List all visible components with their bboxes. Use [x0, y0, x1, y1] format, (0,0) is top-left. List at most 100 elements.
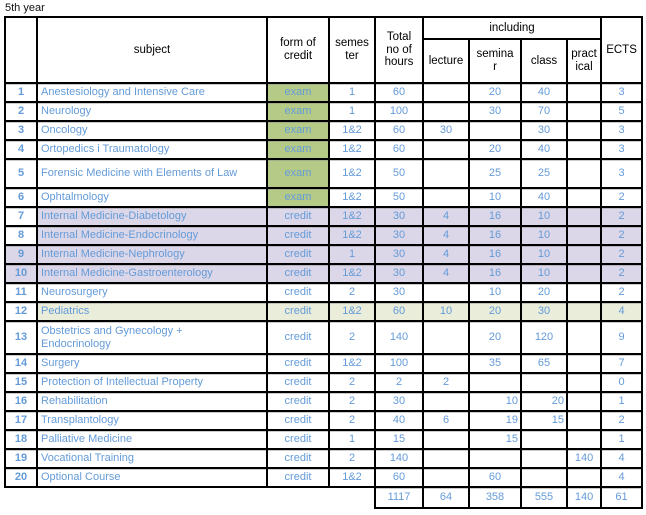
cell-credit: credit: [266, 301, 330, 322]
cell-class: 70: [520, 101, 568, 122]
cell-practical: [565, 82, 603, 103]
cell-lecture: 10: [422, 301, 470, 322]
cell-credit: credit: [266, 320, 330, 355]
cell-seminar: 10: [468, 282, 522, 303]
table-row: 3 Oncology exam 1&2 60 30 30 3: [4, 120, 644, 141]
cell-semester: 1&2: [328, 353, 376, 374]
cell-practical: [565, 120, 603, 141]
cell-class: [520, 429, 568, 450]
total-seminar-sum: 358: [468, 486, 522, 509]
cell-practical: [565, 244, 603, 265]
table-row: 4 Ortopedics i Traumatology exam 1&2 60 20 40 3: [4, 139, 644, 160]
cell-subject: Pediatrics: [36, 301, 268, 322]
cell-no: 19: [4, 448, 38, 469]
cell-semester: 2: [328, 320, 376, 355]
cell-ects: 3: [600, 158, 644, 189]
cell-ects: 2: [600, 187, 644, 208]
cell-seminar: 10: [468, 187, 522, 208]
cell-seminar: 20: [468, 301, 522, 322]
cell-ects: 0: [600, 372, 644, 393]
cell-ects: 2: [600, 225, 644, 246]
cell-class: 10: [520, 206, 568, 227]
cell-subject: Internal Medicine-Endocrinology: [36, 225, 268, 246]
cell-practical: [565, 225, 603, 246]
table-footer: 1117 64 358 555 140 61: [5, 486, 644, 509]
cell-subject: Optional Course: [36, 467, 268, 488]
cell-credit: credit: [266, 263, 330, 284]
cell-ects: 3: [600, 82, 644, 103]
cell-subject: Neurology: [36, 101, 268, 122]
cell-credit: credit: [266, 225, 330, 246]
cell-class: 40: [520, 82, 568, 103]
cell-semester: 1: [328, 244, 376, 265]
cell-subject: Neurosurgery: [36, 282, 268, 303]
cell-class: 65: [520, 353, 568, 374]
cell-seminar: 60: [468, 467, 522, 488]
header-total-hours: Total no of hours: [374, 16, 424, 84]
cell-ects: 4: [600, 301, 644, 322]
cell-seminar: 25: [468, 158, 522, 189]
table-row: 15 Protection of Intellectual Property cre…: [4, 372, 644, 393]
cell-credit: credit: [266, 353, 330, 374]
cell-practical: [565, 467, 603, 488]
cell-class: 10: [520, 263, 568, 284]
cell-seminar: [468, 120, 522, 141]
header-subject: subject: [36, 16, 268, 84]
cell-credit: credit: [266, 282, 330, 303]
cell-lecture: 4: [422, 225, 470, 246]
cell-class: 25: [520, 158, 568, 189]
table-row: 1 Anestesiology and Intensive Care exam 1 60…: [4, 82, 644, 103]
cell-semester: 1&2: [328, 120, 376, 141]
cell-seminar: 10: [468, 391, 522, 412]
cell-no: 6: [4, 187, 38, 208]
cell-credit: credit: [266, 448, 330, 469]
header-form-of-credit: form of credit: [266, 16, 330, 84]
cell-total: 60: [374, 139, 424, 160]
cell-total: 100: [374, 101, 424, 122]
cell-total: 60: [374, 120, 424, 141]
cell-seminar: 15: [468, 429, 522, 450]
cell-credit: credit: [266, 410, 330, 431]
cell-ects: 3: [600, 120, 644, 141]
cell-practical: [565, 391, 603, 412]
cell-lecture: [422, 101, 470, 122]
cell-semester: 2: [328, 372, 376, 393]
cell-credit: credit: [266, 244, 330, 265]
cell-lecture: [422, 467, 470, 488]
cell-subject: Internal Medicine-Nephrology: [36, 244, 268, 265]
table-row: 6 Ophtalmology exam 1&2 50 10 40 2: [4, 187, 644, 208]
header-row-number: [4, 16, 38, 84]
cell-class: 10: [520, 244, 568, 265]
cell-subject: Protection of Intellectual Property: [36, 372, 268, 393]
cell-semester: 2: [328, 391, 376, 412]
cell-credit: exam: [266, 187, 330, 208]
header-class: class: [520, 38, 568, 84]
cell-practical: [565, 410, 603, 431]
cell-ects: 2: [600, 206, 644, 227]
cell-semester: 2: [328, 282, 376, 303]
cell-lecture: [422, 353, 470, 374]
cell-total: 30: [374, 206, 424, 227]
cell-no: 9: [4, 244, 38, 265]
cell-credit: exam: [266, 158, 330, 189]
table-row: 16 Rehabilitation credit 2 30 10 20 1: [4, 391, 644, 412]
cell-no: 4: [4, 139, 38, 160]
cell-subject: Palliative Medicine: [36, 429, 268, 450]
cell-lecture: [422, 282, 470, 303]
cell-class: 15: [520, 410, 568, 431]
blank-cell: [329, 487, 375, 508]
cell-ects: 3: [600, 139, 644, 160]
cell-seminar: 16: [468, 206, 522, 227]
table-body: 1 Anestesiology and Intensive Care exam 1 60…: [4, 82, 644, 488]
table-row: 19 Vocational Training credit 2 140 140 4: [4, 448, 644, 469]
table-row: 5 Forensic Medicine with Elements of Law e…: [4, 158, 644, 189]
cell-total: 30: [374, 391, 424, 412]
cell-semester: 1&2: [328, 225, 376, 246]
cell-lecture: [422, 391, 470, 412]
cell-class: 10: [520, 225, 568, 246]
cell-subject: Rehabilitation: [36, 391, 268, 412]
cell-total: 30: [374, 263, 424, 284]
cell-lecture: 30: [422, 120, 470, 141]
cell-credit: credit: [266, 429, 330, 450]
